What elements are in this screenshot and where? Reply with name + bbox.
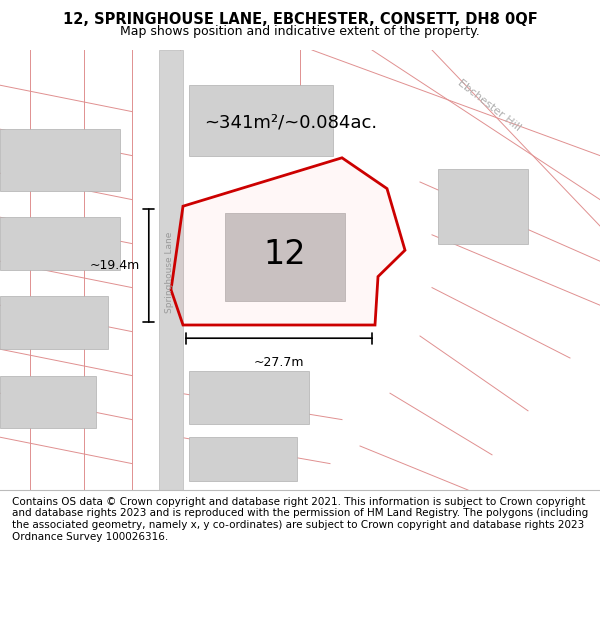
Text: ~19.4m: ~19.4m: [89, 259, 140, 272]
Bar: [0, 129, 120, 191]
Text: Map shows position and indicative extent of the property.: Map shows position and indicative extent…: [120, 24, 480, 38]
Text: Contains OS data © Crown copyright and database right 2021. This information is : Contains OS data © Crown copyright and d…: [12, 497, 588, 541]
Bar: [189, 438, 297, 481]
Bar: [438, 169, 528, 244]
Text: 12: 12: [263, 238, 307, 271]
Bar: [225, 213, 345, 301]
Text: Springhouse Lane: Springhouse Lane: [165, 231, 174, 313]
Text: ~341m²/~0.084ac.: ~341m²/~0.084ac.: [204, 114, 377, 132]
Bar: [0, 217, 120, 270]
Bar: [0, 296, 108, 349]
Bar: [189, 371, 309, 424]
Text: ~27.7m: ~27.7m: [254, 356, 304, 369]
Text: Ebchester Hill: Ebchester Hill: [455, 78, 523, 132]
Text: 12, SPRINGHOUSE LANE, EBCHESTER, CONSETT, DH8 0QF: 12, SPRINGHOUSE LANE, EBCHESTER, CONSETT…: [62, 12, 538, 28]
Polygon shape: [159, 50, 183, 490]
Bar: [0, 376, 96, 428]
Bar: [189, 85, 333, 156]
